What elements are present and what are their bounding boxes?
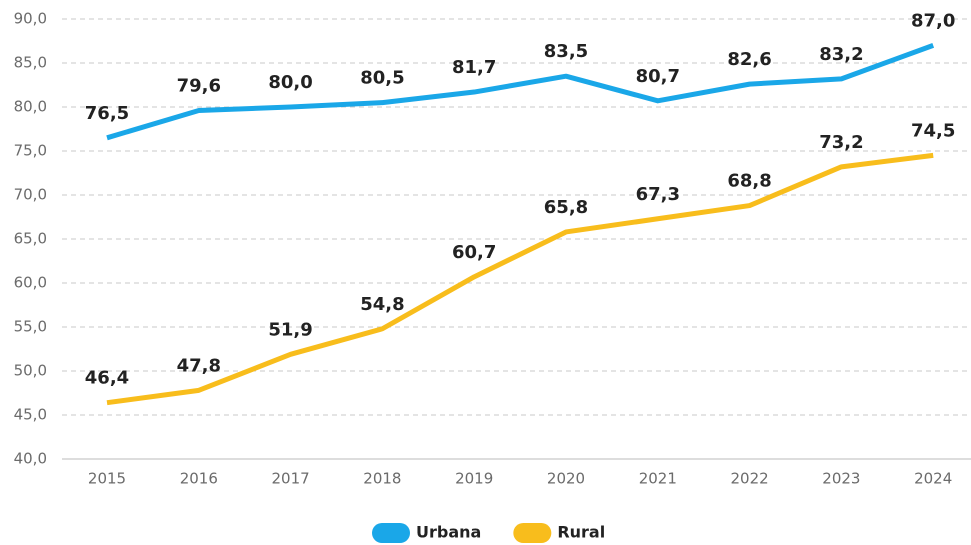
y-tick-label: 60,0 — [14, 274, 47, 292]
y-tick-label: 75,0 — [14, 142, 47, 160]
data-label: 73,2 — [819, 132, 863, 153]
y-tick-label: 85,0 — [14, 54, 47, 72]
series-line — [106, 43, 935, 141]
series-line — [106, 152, 934, 406]
y-tick-label: 90,0 — [14, 10, 47, 28]
data-label: 81,7 — [452, 57, 496, 78]
x-tick-label: 2020 — [547, 470, 585, 488]
data-label: 54,8 — [360, 294, 404, 315]
legend-swatch — [372, 523, 410, 543]
x-tick-label: 2017 — [272, 470, 310, 488]
x-tick-label: 2018 — [363, 470, 401, 488]
y-tick-label: 50,0 — [14, 362, 47, 380]
data-label: 74,5 — [911, 120, 955, 141]
data-label: 47,8 — [177, 355, 221, 376]
data-label: 60,7 — [452, 242, 496, 263]
y-tick-label: 80,0 — [14, 98, 47, 116]
x-tick-label: 2019 — [455, 470, 493, 488]
y-tick-label: 45,0 — [14, 406, 47, 424]
data-label: 68,8 — [727, 171, 771, 192]
data-label: 87,0 — [911, 10, 955, 31]
legend-label: Urbana — [416, 523, 481, 542]
y-tick-label: 40,0 — [14, 450, 47, 468]
legend-swatch — [513, 523, 552, 543]
x-tick-label: 2021 — [639, 470, 677, 488]
data-label: 65,8 — [544, 197, 588, 218]
x-tick-label: 2015 — [88, 470, 126, 488]
x-tick-label: 2023 — [822, 470, 860, 488]
data-label: 83,5 — [544, 41, 588, 62]
data-label: 83,2 — [819, 44, 863, 65]
data-label: 51,9 — [268, 319, 312, 340]
data-label: 76,5 — [85, 103, 129, 124]
y-tick-label: 55,0 — [14, 318, 47, 336]
x-tick-label: 2016 — [180, 470, 218, 488]
y-tick-label: 65,0 — [14, 230, 47, 248]
data-label: 80,5 — [360, 68, 404, 89]
legend-label: Rural — [557, 523, 605, 542]
data-label: 79,6 — [177, 76, 221, 97]
data-label: 82,6 — [727, 49, 771, 70]
x-tick-label: 2022 — [731, 470, 769, 488]
y-tick-label: 70,0 — [14, 186, 47, 204]
data-label: 80,7 — [636, 66, 680, 87]
data-label: 80,0 — [268, 72, 312, 93]
x-tick-label: 2024 — [914, 470, 952, 488]
data-label: 67,3 — [636, 184, 680, 205]
data-label: 46,4 — [85, 368, 129, 389]
